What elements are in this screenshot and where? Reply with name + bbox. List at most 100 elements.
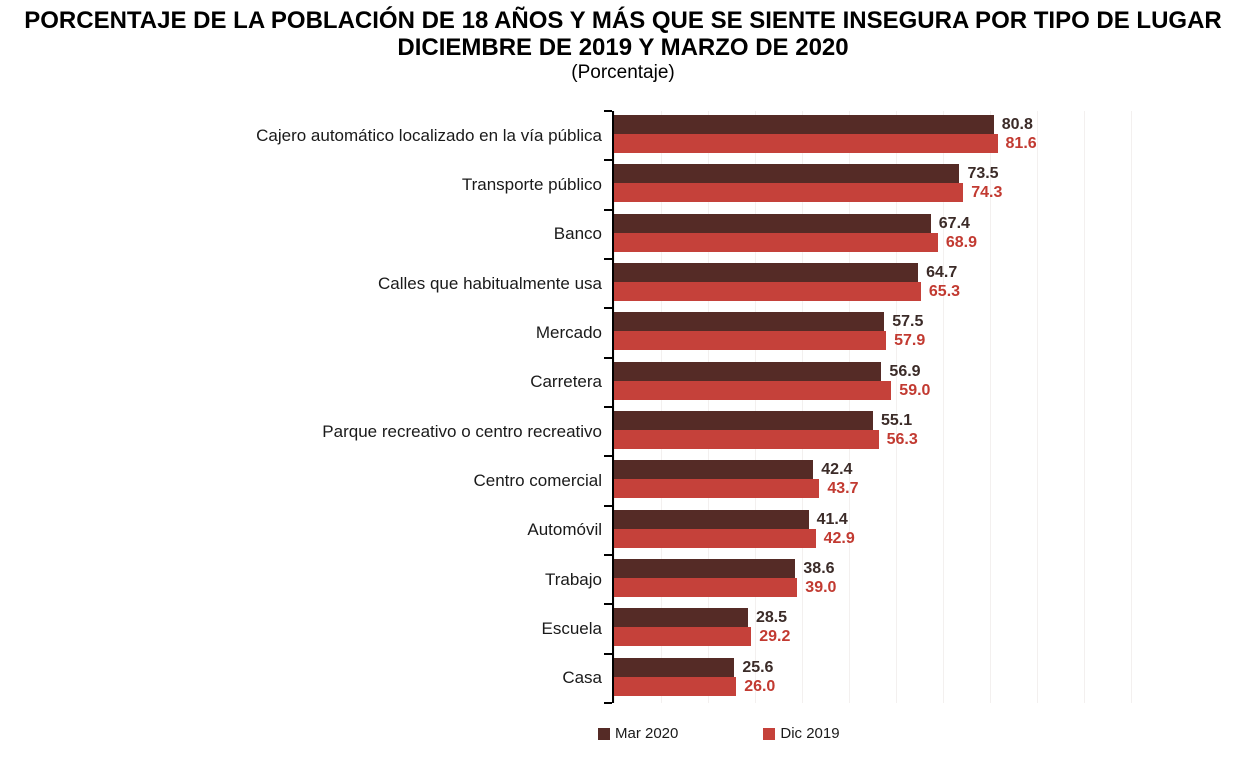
category-label: Automóvil xyxy=(527,520,602,540)
chart-row: Centro comercial 42.4 43.7 xyxy=(0,455,1246,506)
bar-dic-2019 xyxy=(614,429,879,449)
bar-line: 81.6 xyxy=(614,134,1246,153)
category-bars: 25.6 26.0 xyxy=(604,652,1246,705)
bar-chart: Cajero automático localizado en la vía p… xyxy=(0,109,1246,742)
bar-line: 64.7 xyxy=(614,262,1246,282)
chart-row: Calles que habitualmente usa 64.7 65.3 xyxy=(0,257,1246,309)
bar-dic-2019 xyxy=(614,134,998,153)
bar-line: 26.0 xyxy=(614,676,1246,696)
bar-dic-2019 xyxy=(614,232,938,252)
value-label-dic-2019: 59.0 xyxy=(899,381,931,399)
bar-mar-2020 xyxy=(614,410,873,430)
chart-row: Cajero automático localizado en la vía p… xyxy=(0,109,1246,161)
bar-mar-2020 xyxy=(614,558,796,578)
bar-mar-2020 xyxy=(614,608,748,628)
value-label-mar-2020: 41.4 xyxy=(816,510,848,528)
value-label-dic-2019: 42.9 xyxy=(823,529,855,547)
category-label: Centro comercial xyxy=(473,470,603,490)
chart-row: Mercado 57.5 57.9 xyxy=(0,307,1246,358)
value-label-mar-2020: 80.8 xyxy=(1001,116,1033,133)
bar-dic-2019 xyxy=(614,577,798,597)
bar-line: 68.9 xyxy=(614,232,1246,252)
category-bars: 42.4 43.7 xyxy=(604,455,1246,506)
bar-line: 56.9 xyxy=(614,361,1246,381)
category-bars: 55.1 56.3 xyxy=(604,405,1246,457)
bar-line: 74.3 xyxy=(614,183,1246,203)
value-label-dic-2019: 26.0 xyxy=(744,677,776,695)
category-bars: 64.7 65.3 xyxy=(604,257,1246,309)
value-label-mar-2020: 42.4 xyxy=(821,461,853,479)
chart-title-line1: PORCENTAJE DE LA POBLACIÓN DE 18 AÑOS Y … xyxy=(24,7,1222,34)
bar-mar-2020 xyxy=(614,115,994,134)
legend: Mar 2020 Dic 2019 xyxy=(598,724,1246,742)
category-label: Casa xyxy=(562,668,602,688)
chart-row: Escuela 28.5 29.2 xyxy=(0,603,1246,654)
value-label-mar-2020: 73.5 xyxy=(967,165,999,183)
chart-row: Trabajo 38.6 39.0 xyxy=(0,553,1246,605)
legend-label-dic-2019: Dic 2019 xyxy=(780,724,840,742)
bar-dic-2019 xyxy=(614,331,887,351)
bar-line: 42.9 xyxy=(614,528,1246,548)
value-label-dic-2019: 29.2 xyxy=(759,628,791,646)
bar-line: 73.5 xyxy=(614,164,1246,184)
bar-line: 65.3 xyxy=(614,281,1246,301)
value-label-mar-2020: 55.1 xyxy=(880,411,913,429)
bar-line: 41.4 xyxy=(614,509,1246,529)
bar-line: 80.8 xyxy=(614,115,1246,134)
chart-row: Carretera 56.9 59.0 xyxy=(0,356,1246,407)
bar-dic-2019 xyxy=(614,281,921,301)
category-label: Banco xyxy=(553,224,602,244)
bar-dic-2019 xyxy=(614,676,737,696)
value-label-mar-2020: 28.5 xyxy=(755,609,788,627)
bar-line: 25.6 xyxy=(614,657,1246,677)
bar-dic-2019 xyxy=(614,627,752,647)
bar-dic-2019 xyxy=(614,183,964,203)
legend-label-mar-2020: Mar 2020 xyxy=(615,724,679,742)
value-label-dic-2019: 39.0 xyxy=(805,578,837,596)
value-label-mar-2020: 64.7 xyxy=(926,263,958,281)
category-bars: 73.5 74.3 xyxy=(604,159,1246,210)
chart-row: Parque recreativo o centro recreativo 55.… xyxy=(0,405,1246,457)
bar-dic-2019 xyxy=(614,380,892,400)
bar-line: 39.0 xyxy=(614,577,1246,597)
bar-line: 57.9 xyxy=(614,331,1246,351)
legend-item-mar-2020: Mar 2020 xyxy=(598,724,679,742)
legend-swatch-dic-2019-icon xyxy=(763,727,776,740)
bar-mar-2020 xyxy=(614,262,919,282)
bar-mar-2020 xyxy=(614,361,882,381)
category-bars: 67.4 68.9 xyxy=(604,208,1246,259)
value-label-dic-2019: 65.3 xyxy=(928,282,961,300)
value-label-dic-2019: 68.9 xyxy=(945,233,977,251)
legend-swatch-mar-2020-icon xyxy=(598,727,610,740)
bar-mar-2020 xyxy=(614,213,931,233)
value-label-mar-2020: 67.4 xyxy=(938,214,970,232)
category-bars: 38.6 39.0 xyxy=(604,553,1246,605)
value-label-dic-2019: 56.3 xyxy=(886,430,918,448)
category-label: Trabajo xyxy=(544,569,602,589)
bar-dic-2019 xyxy=(614,479,820,499)
bar-mar-2020 xyxy=(614,509,809,529)
title-block: PORCENTAJE DE LA POBLACIÓN DE 18 AÑOS Y … xyxy=(0,0,1246,85)
bar-line: 29.2 xyxy=(614,627,1246,647)
category-bars: 28.5 29.2 xyxy=(604,603,1246,654)
bar-dic-2019 xyxy=(614,528,816,548)
plot-gridlines xyxy=(614,111,1132,703)
bar-line: 43.7 xyxy=(614,479,1246,499)
value-label-dic-2019: 43.7 xyxy=(827,480,859,498)
value-label-dic-2019: 81.6 xyxy=(1005,135,1037,152)
value-label-mar-2020: 25.6 xyxy=(742,658,774,676)
chart-title-line2: DICIEMBRE DE 2019 Y MARZO DE 2020 xyxy=(397,34,849,61)
bar-line: 38.6 xyxy=(614,558,1246,578)
chart-subtitle: (Porcentaje) xyxy=(571,62,675,83)
category-bars: 80.8 81.6 xyxy=(604,109,1246,161)
value-label-dic-2019: 57.9 xyxy=(894,332,926,350)
category-bars: 56.9 59.0 xyxy=(604,356,1246,407)
chart-row: Transporte público 73.5 74.3 xyxy=(0,159,1246,210)
category-label: Calles que habitualmente usa xyxy=(378,273,602,293)
bar-mar-2020 xyxy=(614,312,885,332)
category-label: Cajero automático localizado en la vía p… xyxy=(256,125,602,145)
category-label: Mercado xyxy=(535,322,602,342)
bar-line: 42.4 xyxy=(614,460,1246,480)
chart-rows: Cajero automático localizado en la vía p… xyxy=(0,109,1246,705)
